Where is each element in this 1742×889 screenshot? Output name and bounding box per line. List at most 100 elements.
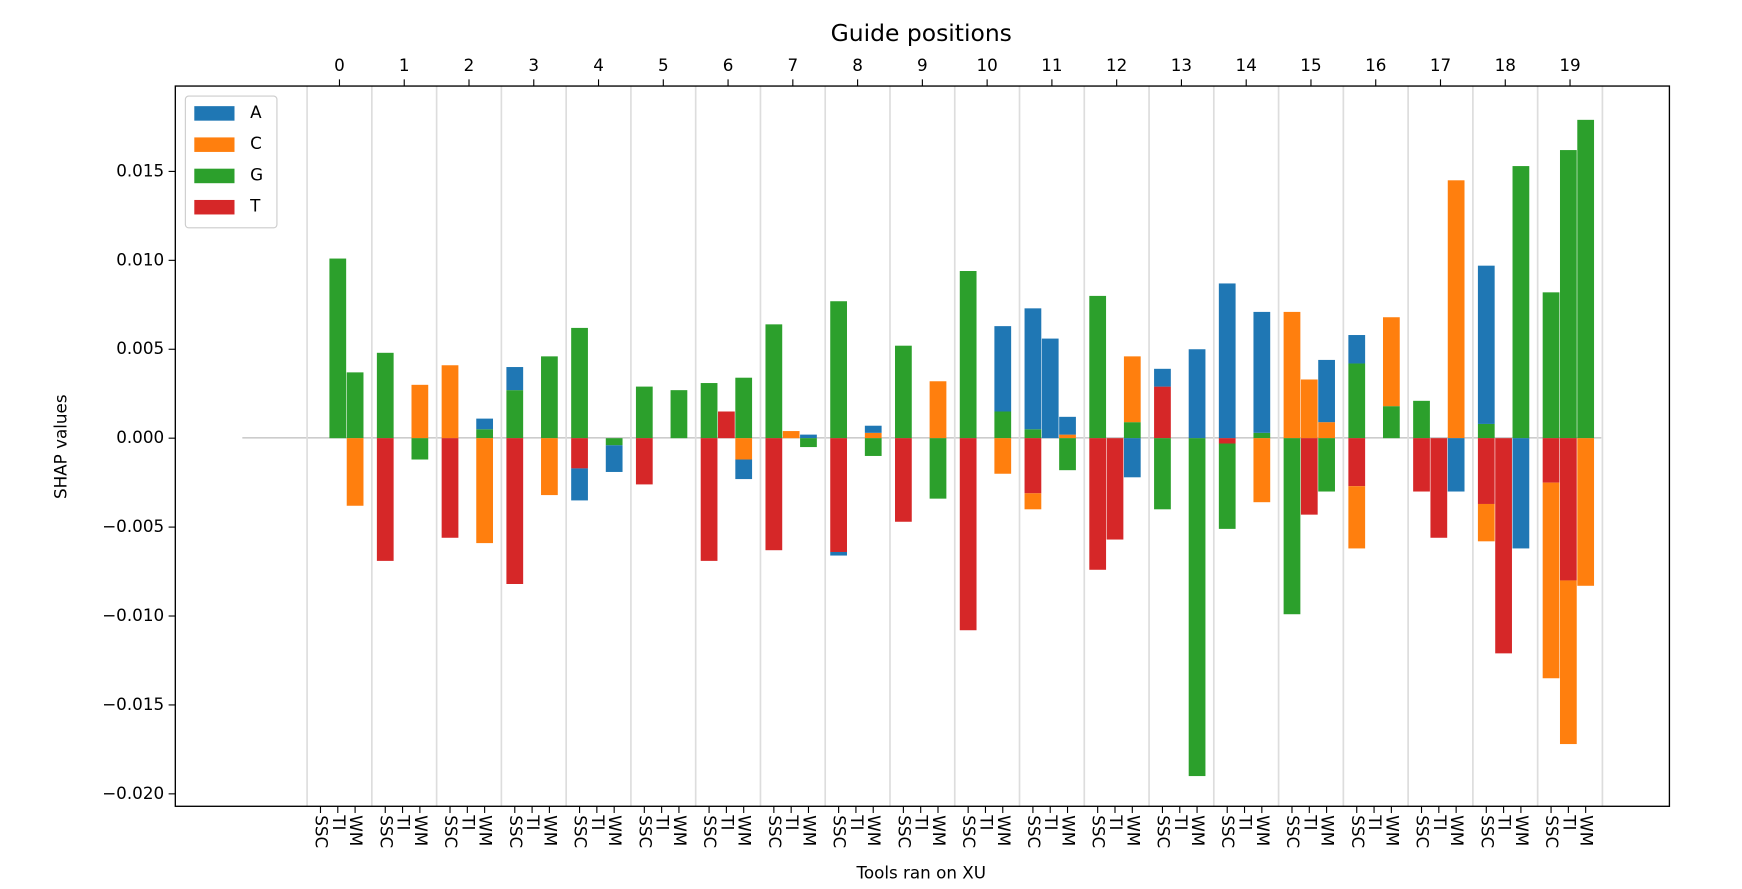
legend-box	[184, 95, 278, 229]
x-tick-label: SSC	[635, 815, 655, 848]
bar	[864, 432, 882, 439]
bar	[700, 383, 718, 439]
bar	[735, 438, 753, 460]
x-tick-label: WM	[1447, 815, 1467, 846]
bar	[411, 438, 429, 460]
bar	[670, 390, 688, 439]
bar	[635, 438, 653, 485]
bar	[1542, 292, 1560, 439]
bar	[411, 384, 429, 439]
x-tick-label: TI	[1430, 814, 1450, 830]
x-tick-label: TI	[523, 814, 543, 830]
bar	[571, 327, 588, 439]
x-tick-label: WM	[994, 815, 1014, 846]
x-tick-label: SSC	[1348, 815, 1368, 848]
bar	[506, 367, 524, 391]
bar	[782, 431, 800, 439]
bar	[1495, 438, 1512, 654]
bar	[929, 381, 947, 439]
bar	[346, 438, 364, 506]
bar	[959, 271, 977, 439]
x-tick-label: TI	[717, 814, 737, 830]
bar	[1559, 438, 1577, 581]
x-axis-label: Tools ran on XU	[855, 862, 986, 882]
x-tick-label: TI	[1236, 814, 1256, 830]
x2-tick-label: 0	[334, 55, 345, 75]
bar	[718, 411, 735, 439]
bar	[506, 390, 524, 439]
bar	[1382, 317, 1400, 407]
bar	[864, 425, 882, 433]
bar	[476, 438, 494, 544]
bar	[800, 438, 817, 448]
x-tick-label: TI	[1300, 814, 1320, 830]
x2-tick-label: 7	[787, 55, 798, 75]
bar	[476, 429, 494, 439]
legend-swatch	[194, 199, 235, 215]
bar	[1430, 438, 1448, 538]
x-tick-label: WM	[1253, 815, 1273, 846]
bar	[1577, 438, 1595, 586]
x-tick-label: SSC	[1542, 815, 1562, 848]
bar	[994, 326, 1012, 412]
bar	[1218, 438, 1236, 444]
bar	[1154, 368, 1171, 387]
bar	[994, 438, 1012, 474]
bar	[1477, 423, 1495, 439]
bar	[800, 434, 817, 439]
x-tick-label: SSC	[506, 815, 526, 848]
bar	[1413, 438, 1430, 492]
bar	[1059, 416, 1076, 435]
x-tick-label: WM	[1188, 815, 1208, 846]
x-tick-label: SSC	[376, 815, 396, 848]
bar	[541, 438, 558, 496]
bar	[1218, 443, 1236, 529]
bar	[1089, 295, 1107, 439]
bar	[1447, 180, 1465, 439]
bar	[1059, 434, 1076, 439]
bar	[1024, 493, 1042, 510]
bar	[1512, 438, 1530, 549]
bar	[1477, 503, 1495, 542]
bar	[1559, 580, 1577, 745]
bar	[635, 386, 653, 439]
x-tick-label: SSC	[1024, 815, 1044, 848]
y-tick-label: 0.005	[116, 338, 164, 358]
bar	[700, 438, 718, 561]
bar	[1348, 438, 1366, 487]
x2-tick-label: 15	[1300, 55, 1321, 75]
x2-tick-label: 5	[658, 55, 669, 75]
x-tick-label: WM	[346, 815, 366, 846]
bar	[1283, 438, 1301, 615]
x-tick-label: SSC	[894, 815, 914, 848]
x-tick-label: TI	[976, 814, 996, 830]
bar	[605, 438, 623, 446]
x2-tick-label: 19	[1559, 55, 1580, 75]
x-tick-label: TI	[1171, 814, 1191, 830]
x-tick-label: TI	[782, 814, 802, 830]
x-tick-label: SSC	[1153, 815, 1173, 848]
x-tick-label: SSC	[311, 815, 331, 848]
bar	[376, 352, 394, 439]
x2-tick-label: 8	[852, 55, 863, 75]
x-tick-label: TI	[1365, 814, 1385, 830]
bar	[1123, 356, 1141, 423]
x2-tick-label: 11	[1041, 55, 1062, 75]
x-tick-label: WM	[1577, 815, 1597, 846]
bar	[1123, 438, 1141, 478]
bar	[830, 551, 847, 556]
x2-tick-label: 6	[723, 55, 734, 75]
y-tick-label: −0.015	[102, 694, 164, 714]
legend-label: G	[250, 164, 263, 184]
bar	[1154, 386, 1171, 439]
y-tick-label: 0.010	[116, 249, 164, 269]
bar	[1512, 166, 1530, 439]
legend-swatch	[194, 137, 235, 152]
x2-tick-label: 3	[528, 55, 539, 75]
bar	[605, 445, 623, 472]
bar	[1253, 438, 1271, 503]
bar	[1348, 363, 1366, 439]
bar	[1382, 406, 1400, 439]
